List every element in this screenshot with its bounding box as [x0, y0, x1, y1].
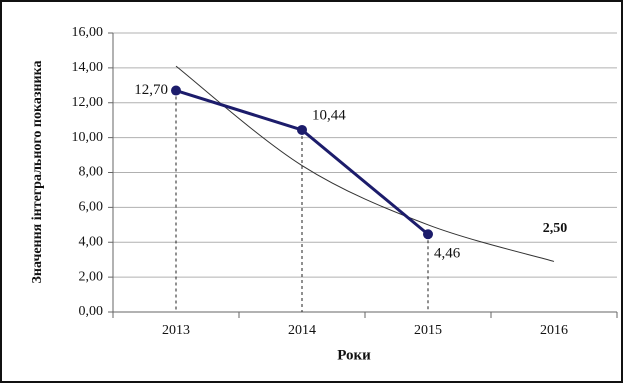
- marker: [297, 124, 307, 135]
- marker: [423, 229, 433, 240]
- data-label: 4,46: [434, 246, 461, 262]
- y-tick-label: 6,00: [79, 200, 104, 215]
- y-tick-label: 10,00: [72, 130, 104, 145]
- annotation: 2,50: [543, 221, 568, 236]
- y-tick-label: 16,00: [72, 25, 104, 40]
- trend-line: [175, 65, 555, 262]
- y-tick-label: 0,00: [79, 304, 104, 319]
- data-label: 12,70: [134, 82, 168, 98]
- x-tick-label: 2015: [414, 323, 442, 338]
- y-tick-label: 2,00: [79, 269, 104, 284]
- marker: [171, 85, 181, 96]
- y-tick-label: 14,00: [72, 60, 104, 75]
- x-tick-label: 2013: [162, 323, 190, 338]
- data-label: 10,44: [312, 107, 346, 123]
- y-tick-label: 8,00: [79, 165, 104, 180]
- x-axis-label: Роки: [337, 347, 371, 363]
- x-tick-label: 2016: [540, 323, 568, 338]
- y-axis-label: Значення інтегрального показника: [30, 61, 45, 284]
- y-tick-label: 4,00: [79, 234, 104, 249]
- y-tick-label: 12,00: [72, 95, 104, 110]
- x-tick-label: 2014: [288, 323, 316, 338]
